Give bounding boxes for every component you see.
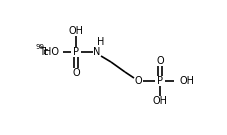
- Text: P: P: [73, 47, 79, 57]
- Text: OH: OH: [153, 96, 168, 106]
- Text: N: N: [93, 47, 101, 57]
- Text: OH: OH: [69, 26, 84, 36]
- Text: P: P: [157, 76, 163, 86]
- Text: OH: OH: [179, 76, 194, 86]
- Text: Tc: Tc: [39, 47, 49, 57]
- Text: O: O: [156, 56, 164, 66]
- Text: O: O: [72, 68, 80, 78]
- Text: 99: 99: [35, 44, 44, 50]
- Text: H: H: [97, 37, 105, 47]
- Text: HO: HO: [44, 47, 59, 57]
- Text: O: O: [134, 76, 142, 86]
